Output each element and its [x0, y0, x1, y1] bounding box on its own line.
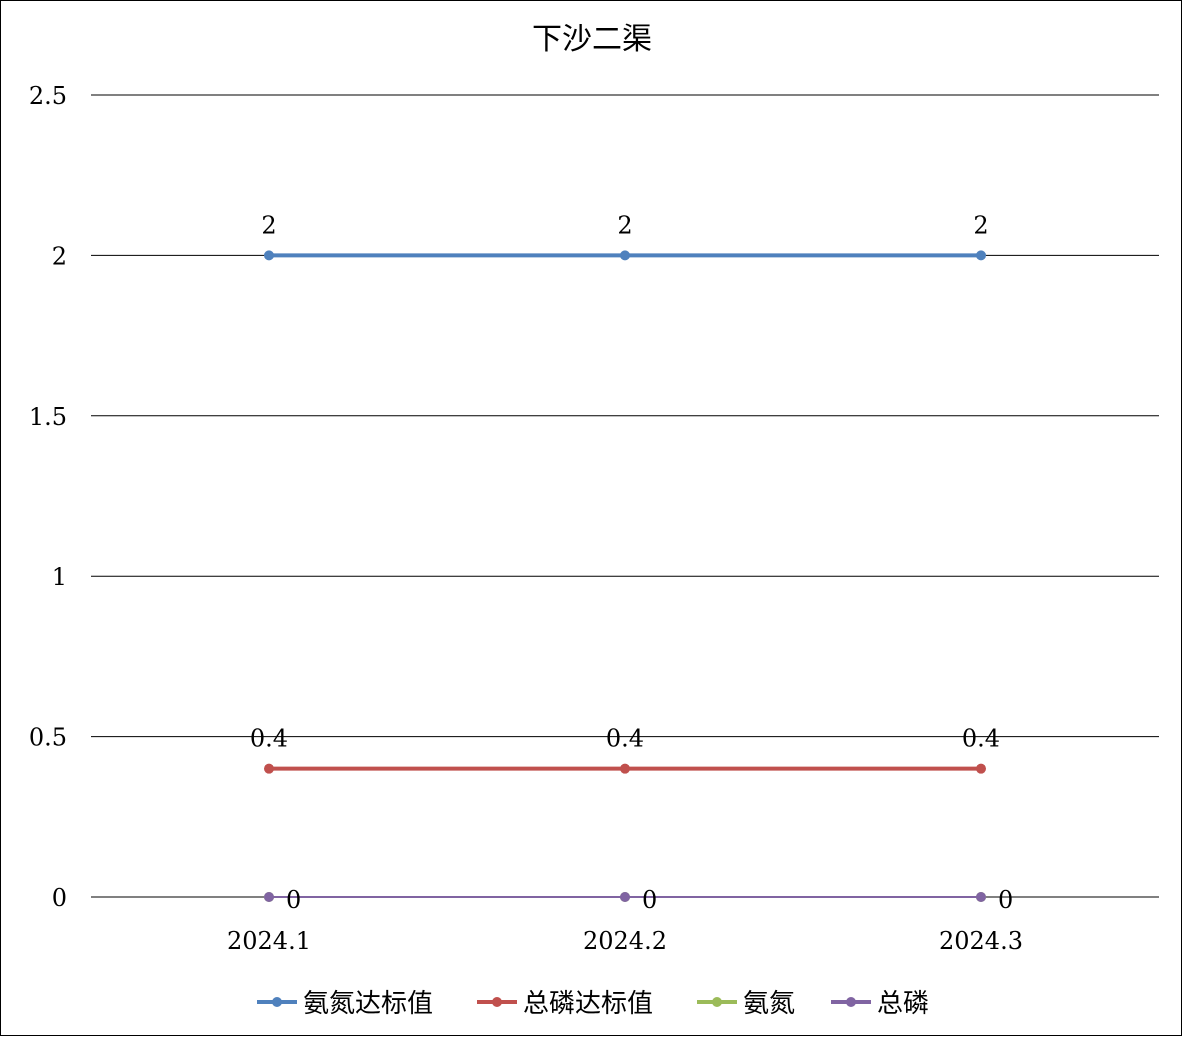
data-label: 0 [286, 886, 301, 914]
data-point [620, 763, 630, 774]
data-labels: 2 2 2 0.4 0.4 0.4 0 0 0 [250, 211, 1013, 914]
x-tick-label: 2024.2 [583, 927, 667, 955]
data-label: 0 [642, 886, 657, 914]
data-point [264, 892, 274, 902]
data-label: 2 [973, 211, 988, 239]
chart-title: 下沙二渠 [532, 22, 652, 57]
y-tick-label: 1.5 [29, 403, 67, 431]
legend-marker [492, 997, 502, 1007]
legend-marker [712, 997, 722, 1007]
series-group [264, 250, 986, 902]
data-point [620, 250, 630, 261]
y-tick-label: 2.5 [29, 82, 67, 110]
legend-label: 氨氮达标值 [303, 989, 433, 1019]
legend-item: 氨氮 [697, 989, 795, 1019]
legend-item: 总磷达标值 [477, 989, 653, 1019]
data-point [620, 892, 630, 902]
y-tick-label: 0 [52, 884, 67, 912]
y-tick-label: 0.5 [29, 724, 67, 752]
data-point [976, 763, 986, 774]
series-2 [264, 763, 986, 774]
y-tick-label: 2 [52, 242, 67, 270]
series-4 [264, 892, 986, 902]
data-point [264, 250, 274, 261]
data-label: 0.4 [606, 725, 644, 753]
legend-marker [272, 997, 282, 1007]
legend: 氨氮达标值 总磷达标值 氨氮 总磷 [257, 989, 929, 1019]
data-point [264, 763, 274, 774]
data-point [976, 250, 986, 261]
data-label: 2 [261, 211, 276, 239]
legend-label: 总磷 [877, 989, 929, 1019]
x-axis-ticks: 2024.1 2024.2 2024.3 [227, 927, 1023, 955]
series-1 [264, 250, 986, 261]
legend-item: 氨氮达标值 [257, 989, 433, 1019]
x-tick-label: 2024.3 [939, 927, 1023, 955]
legend-label: 氨氮 [743, 989, 795, 1019]
data-point [976, 892, 986, 902]
legend-label: 总磷达标值 [523, 989, 653, 1019]
legend-marker [846, 997, 856, 1007]
x-tick-label: 2024.1 [227, 927, 311, 955]
data-label: 0.4 [962, 725, 1000, 753]
data-label: 0.4 [250, 725, 288, 753]
data-label: 0 [998, 886, 1013, 914]
y-axis-ticks: 0 0.5 1 1.5 2 2.5 [29, 82, 67, 912]
legend-item: 总磷 [831, 989, 929, 1019]
y-tick-label: 1 [52, 563, 67, 591]
data-label: 2 [617, 211, 632, 239]
